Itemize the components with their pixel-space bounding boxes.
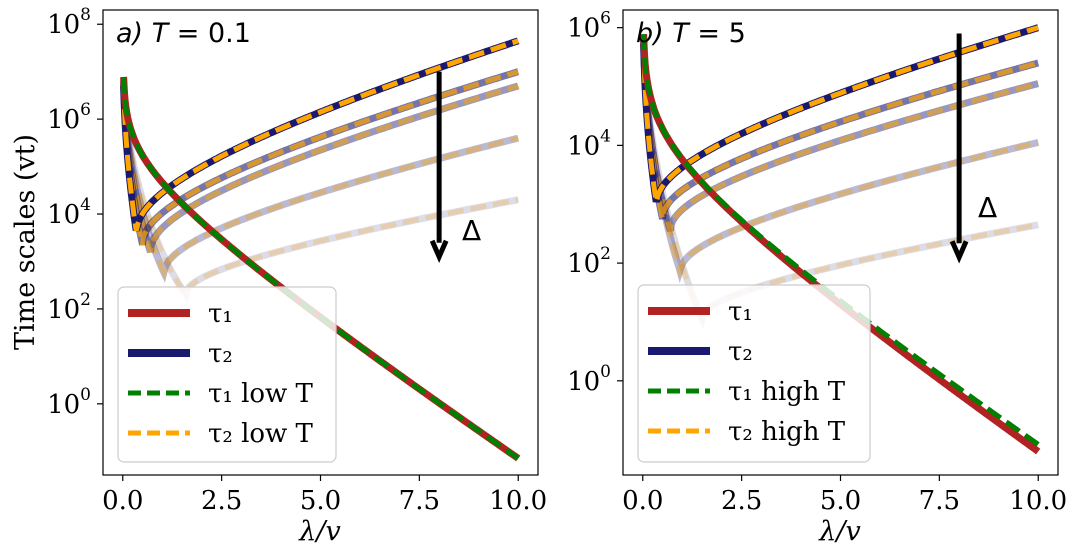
legend-box: [117, 286, 337, 463]
tau2-approx-line-4: [641, 39, 1039, 280]
panel-b-title: b) T = 5: [636, 18, 746, 49]
panel-a-delta-arrow: [429, 71, 449, 263]
tau2-line-2: [640, 41, 1040, 220]
y-tick-label: 102: [47, 290, 91, 325]
panel-a-legend: τ₁ τ₂ τ₁ low T τ₂ low T: [117, 286, 337, 463]
panel-b-legend: τ₁ τ₂ τ₁ high T τ₂ high T: [637, 284, 871, 463]
tau2-approx-line-2: [121, 69, 519, 246]
panel-b-y-ticks: 100 102 104 106: [567, 9, 623, 397]
panel-a-x-label: λ/v: [298, 516, 340, 547]
y-tick-label: 102: [567, 244, 611, 279]
panel-b-x-label: λ/v: [818, 516, 860, 547]
x-tick-label: 5.0: [820, 486, 861, 516]
panel-b-x-ticks: 0.0 2.5 5.0 7.5 10.0: [622, 475, 1067, 516]
y-tick-label: 100: [567, 362, 611, 397]
tau2-line-4: [640, 39, 1040, 284]
panel-b-delta-arrow: [949, 33, 969, 264]
y-tick-label: 104: [47, 195, 91, 230]
panel-a-title: a) T = 0.1: [116, 18, 251, 49]
delta-arrow-head: [429, 239, 449, 263]
panel-a-delta-label: Δ: [462, 214, 481, 247]
legend-label-2: τ₁ low T: [208, 379, 314, 409]
legend-label-3: τ₂ low T: [208, 419, 314, 449]
x-tick-label: 2.5: [721, 486, 762, 516]
tau2-line-4: [120, 80, 520, 283]
y-tick-label: 100: [47, 385, 91, 420]
legend-label-2: τ₁ high T: [728, 377, 846, 407]
legend-label-0: τ₁: [728, 297, 753, 327]
tau2-approx-line-1: [641, 25, 1039, 203]
panel-a-y-ticks: 100 102 104 106 108: [47, 5, 103, 420]
legend-label-1: τ₂: [208, 339, 233, 369]
x-tick-label: 7.5: [919, 486, 960, 516]
tau2-approx-line-3: [641, 39, 1039, 232]
panel-a-y-label: Time scales (vt): [10, 134, 41, 350]
panel-a: 0.0 2.5 5.0 7.5 10.0 100 102 104 106 108 a) T = …: [10, 5, 547, 547]
y-tick-label: 108: [47, 5, 91, 40]
x-tick-label: 5.0: [300, 486, 341, 516]
tau2-approx-line-4: [121, 80, 519, 280]
legend-box: [637, 284, 871, 463]
legend-label-0: τ₁: [208, 299, 233, 329]
tau2-line-3: [120, 81, 520, 254]
y-tick-label: 106: [47, 100, 91, 135]
y-tick-label: 104: [567, 126, 611, 161]
tau2-line-2: [120, 68, 520, 246]
legend-label-3: τ₂ high T: [728, 417, 846, 447]
panel-b: 0.0 2.5 5.0 7.5 10.0 100 102 104 106 b) T = 5 Δ…: [567, 9, 1067, 547]
x-tick-label: 10.0: [1009, 486, 1067, 516]
tau2-approx-line-1: [121, 38, 520, 232]
panel-a-x-ticks: 0.0 2.5 5.0 7.5 10.0: [102, 475, 547, 516]
delta-arrow-head: [949, 240, 969, 264]
x-tick-label: 10.0: [489, 486, 547, 516]
panel-b-delta-label: Δ: [978, 191, 997, 224]
x-tick-label: 0.0: [102, 486, 143, 516]
x-tick-label: 0.0: [622, 486, 663, 516]
y-tick-label: 106: [567, 9, 611, 44]
legend-label-1: τ₂: [728, 337, 753, 367]
x-tick-label: 2.5: [201, 486, 242, 516]
x-tick-label: 7.5: [399, 486, 440, 516]
